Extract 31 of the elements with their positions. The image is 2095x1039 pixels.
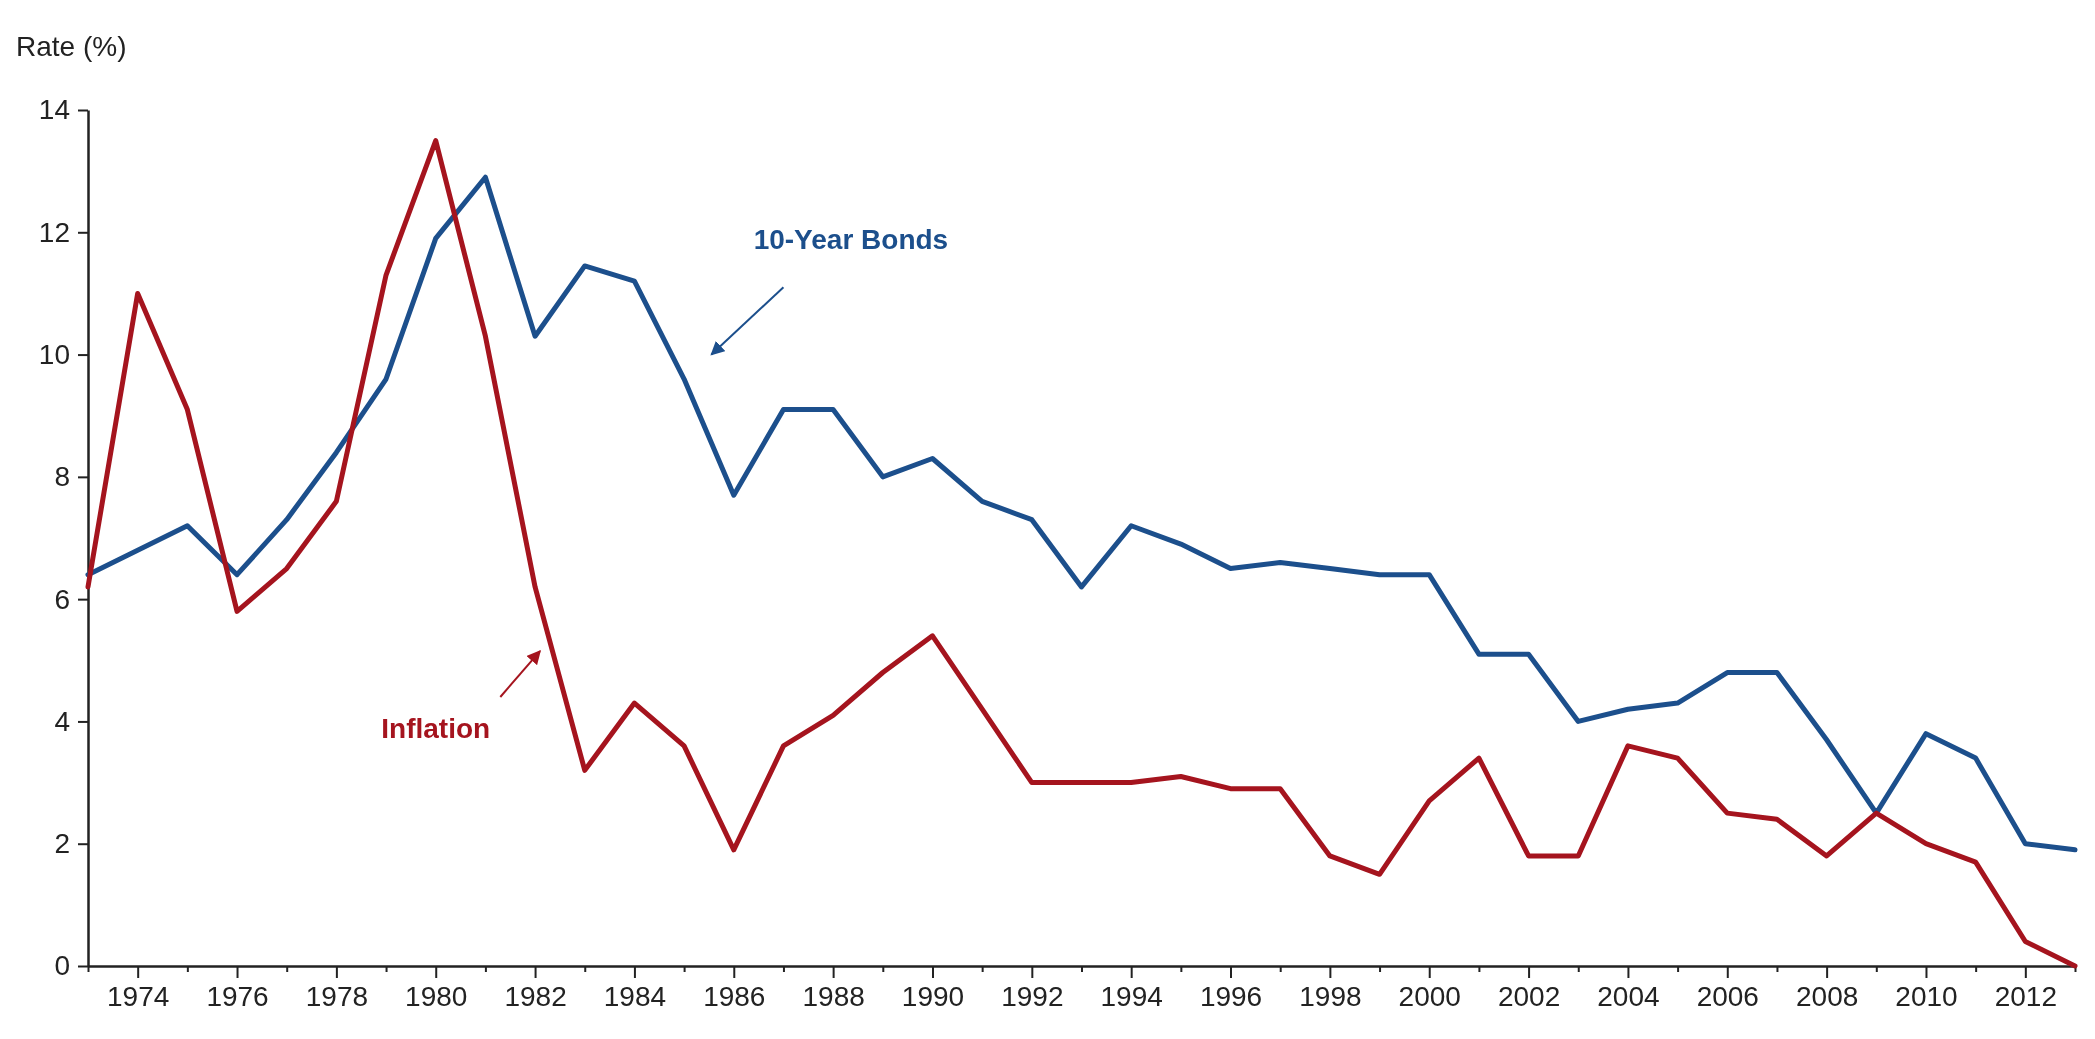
x-tick-label: 2002 xyxy=(1497,980,1561,1012)
x-tick-label: 2006 xyxy=(1696,980,1759,1012)
x-tick-label: 1994 xyxy=(1100,980,1163,1012)
x-tick-label: 2010 xyxy=(1895,980,1958,1012)
text: 10-Year Bonds xyxy=(753,223,949,255)
x-tick-label: 1990 xyxy=(901,980,965,1012)
x-tick-label: 1988 xyxy=(802,980,865,1012)
x-tick-label: 1992 xyxy=(1001,980,1064,1012)
x-tick-label: 2008 xyxy=(1795,980,1859,1012)
x-tick-label: 1980 xyxy=(405,980,468,1012)
y-tick-label: 10 xyxy=(38,339,70,371)
y-tick-label: 12 xyxy=(38,216,70,248)
x-tick-label: 1996 xyxy=(1199,980,1263,1012)
x-tick-label: 1984 xyxy=(603,980,667,1012)
x-tick-label: 1982 xyxy=(504,980,567,1012)
x-tick-label: 1998 xyxy=(1299,980,1362,1012)
y-tick-label: 4 xyxy=(54,705,70,737)
x-tick-label: 1974 xyxy=(107,980,170,1012)
x-tick-label: 1978 xyxy=(305,980,369,1012)
y-tick-label: 0 xyxy=(54,950,70,982)
y-tick-label: 2 xyxy=(54,828,70,860)
x-tick-label: 2012 xyxy=(1994,980,2057,1012)
x-tick-label: 2000 xyxy=(1398,980,1461,1012)
x-tick-label: 2004 xyxy=(1597,980,1660,1012)
y-axis-title: Rate (%) xyxy=(16,31,127,62)
y-tick-label: 8 xyxy=(54,461,70,493)
y-tick-label: 6 xyxy=(54,583,70,615)
x-tick-label: 1986 xyxy=(703,980,766,1012)
text: Inflation xyxy=(381,712,491,744)
x-tick-label: 1976 xyxy=(206,980,269,1012)
y-tick-label: 14 xyxy=(38,94,70,126)
